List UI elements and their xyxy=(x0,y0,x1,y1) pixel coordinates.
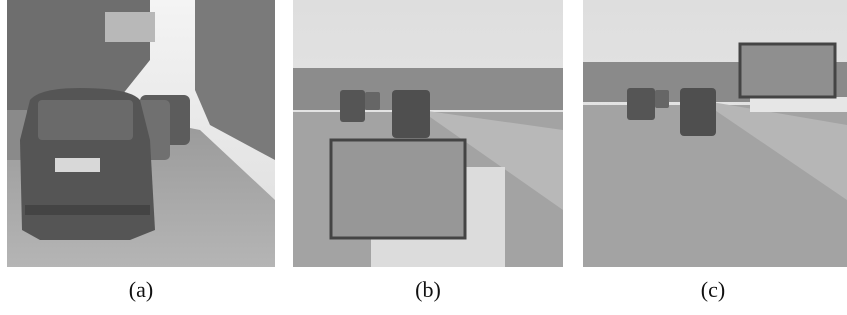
figure: (a) (b) (c) xyxy=(0,0,847,315)
panel-label: (b) xyxy=(415,277,441,302)
car-left xyxy=(340,90,365,122)
car-front xyxy=(392,90,430,138)
sign xyxy=(105,12,155,42)
selection-box xyxy=(331,140,465,238)
bumper xyxy=(25,205,150,215)
plate xyxy=(55,158,100,172)
photo-a xyxy=(7,0,275,267)
panel-label: (c) xyxy=(701,277,725,302)
selection-box xyxy=(740,44,835,97)
car-window xyxy=(38,100,133,140)
car-far xyxy=(655,90,669,108)
photo-b xyxy=(293,0,563,267)
panel-label: (a) xyxy=(129,277,153,302)
shifted-region xyxy=(750,97,847,112)
car-far xyxy=(365,92,380,110)
car-left xyxy=(627,88,655,120)
photo-c xyxy=(583,0,847,267)
car-front xyxy=(680,88,716,136)
